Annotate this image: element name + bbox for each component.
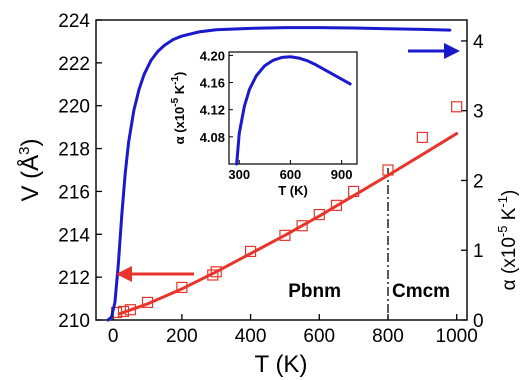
- right-axis-arrow: [408, 43, 460, 59]
- x-tick-label: 800: [372, 326, 404, 347]
- inset-y-tick-label: 4.16: [200, 76, 225, 91]
- svg-text:V (Å3): V (Å3): [16, 138, 44, 201]
- main-series-layer: [106, 26, 463, 322]
- inset-x-axis-title: T (K): [278, 183, 308, 198]
- x-tick-label: 200: [166, 326, 198, 347]
- volume-data-point: [451, 101, 463, 113]
- volume-data-point: [210, 266, 222, 278]
- left-y-tick-label: 210: [58, 311, 90, 332]
- main-axis-ticks: 0 200 400 600 800 100021021221421621822022222…: [58, 11, 484, 347]
- left-y-tick-label: 224: [58, 11, 90, 32]
- volume-fit-line: [118, 132, 459, 316]
- left-y-tick-label: 222: [58, 54, 90, 75]
- left-y-tick-label: 216: [58, 182, 90, 203]
- x-tick-label: 600: [303, 326, 335, 347]
- inset-axis-ticks: 300 600 900 4.08 4.12 4.16 4.20: [200, 48, 353, 182]
- inset-expansion-line: [235, 55, 352, 166]
- left-y-tick-label: 220: [58, 97, 90, 118]
- right-axis-title: α (x10-5 K-1): [495, 190, 520, 291]
- volume-data-point: [330, 199, 343, 211]
- x-axis-title: T (K): [255, 351, 308, 378]
- phase-label-pbnm: Pbnm: [288, 281, 341, 302]
- right-y-tick-label: 3: [473, 102, 484, 123]
- right-y-tick-label: 1: [473, 241, 484, 262]
- x-tick-label: 0: [108, 326, 119, 347]
- inset-y-tick-label: 4.20: [200, 48, 225, 63]
- volume-data-point: [296, 220, 308, 232]
- inset-x-tick-label: 300: [228, 167, 250, 182]
- phase-label-cmcm: Cmcm: [392, 281, 450, 302]
- right-y-tick-label: 4: [473, 32, 484, 53]
- inset-series-layer: [235, 55, 352, 166]
- left-y-tick-label: 218: [58, 140, 90, 161]
- inset-plot-frame: [228, 51, 358, 165]
- right-y-tick-label: 0: [473, 311, 484, 332]
- inset-x-tick-label: 900: [331, 167, 353, 182]
- left-y-tick-label: 214: [58, 225, 90, 246]
- volume-data-point: [279, 229, 291, 241]
- volume-data-point: [416, 131, 428, 144]
- left-y-tick-label: 212: [58, 268, 90, 289]
- left-axis-title: V (Å3): [16, 138, 44, 201]
- inset-y-tick-label: 4.12: [200, 103, 225, 118]
- main-plot-frame: [95, 19, 468, 321]
- svg-text:α (x10-5 K-1): α (x10-5 K-1): [170, 72, 187, 145]
- inset-y-axis-title: α (x10-5 K-1): [170, 72, 187, 145]
- right-y-tick-label: 2: [473, 171, 484, 192]
- inset-y-tick-label: 4.08: [200, 130, 225, 145]
- left-axis-arrow: [116, 266, 194, 282]
- x-tick-label: 1000: [436, 326, 478, 347]
- x-tick-label: 400: [235, 326, 267, 347]
- inset-x-tick-label: 600: [280, 167, 302, 182]
- svg-text:α (x10-5 K-1): α (x10-5 K-1): [495, 190, 520, 291]
- expansion-coefficient-line: [106, 26, 452, 322]
